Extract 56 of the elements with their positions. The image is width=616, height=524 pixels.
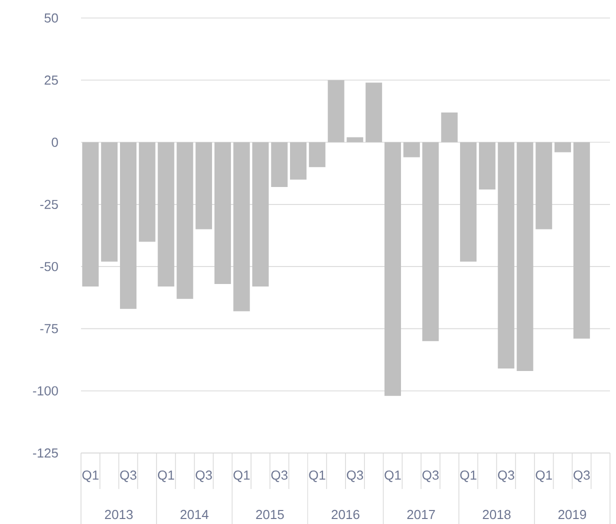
x-tick-label: Q3	[196, 470, 212, 482]
text: 2013	[104, 510, 133, 519]
bar	[516, 142, 534, 371]
text: 2015	[256, 510, 284, 519]
bar	[196, 142, 212, 230]
bar	[214, 142, 231, 284]
bar	[101, 142, 118, 262]
x-tick-label: Q1	[158, 470, 174, 482]
y-tick-label: 0	[52, 137, 58, 147]
bar	[308, 142, 326, 167]
x-tick-label: Q3	[574, 470, 590, 482]
y-tick-label: -25	[40, 200, 58, 209]
bar	[478, 142, 496, 190]
bar	[82, 142, 99, 286]
x-tick-label: Q3	[271, 470, 288, 482]
x-tick-label: Q1	[536, 470, 552, 482]
x-tick-label: Q3	[346, 470, 364, 482]
bar	[460, 142, 477, 262]
y-tick-label: -100	[33, 386, 58, 396]
x-tick-label: Q3	[120, 470, 136, 482]
bar	[403, 142, 420, 158]
bar	[271, 142, 288, 187]
bar	[498, 142, 514, 368]
bar	[252, 142, 269, 286]
bar	[573, 142, 590, 338]
text: 2014	[180, 510, 208, 519]
bar	[158, 142, 174, 286]
bar	[290, 142, 307, 180]
x-tick-label: Q1	[384, 470, 401, 482]
x-tick-label: Q1	[460, 470, 476, 482]
y-tick-label: 25	[44, 75, 58, 85]
x-tick-label: Q1	[309, 470, 326, 482]
bar	[138, 142, 156, 242]
x-tick-label: Q1	[82, 470, 98, 482]
y-tick-label: -125	[33, 448, 58, 458]
bar	[554, 142, 572, 152]
x-tick-label: Q1	[234, 470, 250, 482]
bar	[422, 142, 439, 341]
text: 2019	[558, 510, 586, 519]
text: 2018	[482, 510, 511, 519]
y-tick-label: 50	[44, 13, 58, 22]
bar	[366, 82, 382, 142]
x-tick-label: Q3	[422, 470, 439, 482]
bar	[176, 142, 194, 299]
bar	[328, 80, 344, 142]
bar	[120, 142, 136, 309]
y-tick-label: -50	[40, 262, 58, 271]
bar	[536, 142, 552, 230]
bar	[384, 142, 401, 396]
x-tick-label: Q3	[498, 470, 514, 482]
bar	[441, 112, 458, 142]
y-tick-label: -75	[40, 324, 58, 334]
bar	[346, 137, 364, 142]
text: 2016	[332, 510, 360, 519]
bar	[233, 142, 250, 312]
text: 2017	[407, 510, 435, 519]
